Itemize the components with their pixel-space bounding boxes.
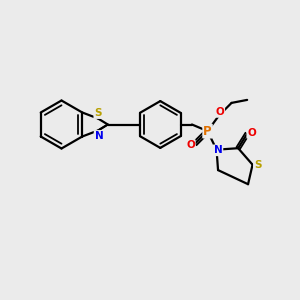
- Text: N: N: [214, 145, 222, 155]
- Text: O: O: [247, 128, 256, 138]
- Text: S: S: [254, 160, 261, 170]
- Text: P: P: [203, 124, 212, 138]
- Text: O: O: [215, 107, 224, 117]
- Text: O: O: [186, 140, 195, 150]
- Text: N: N: [94, 131, 103, 141]
- Text: S: S: [94, 108, 102, 118]
